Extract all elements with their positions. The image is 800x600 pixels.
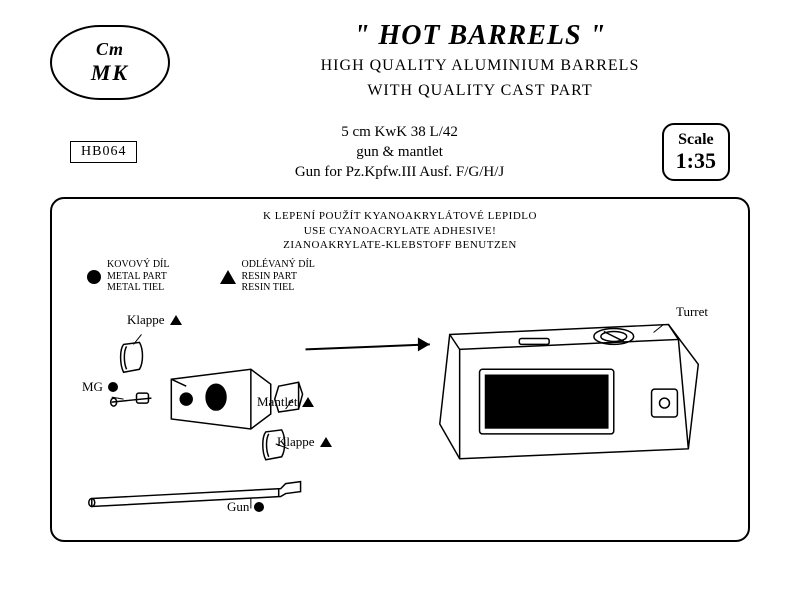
sku-box: HB064 [70, 141, 137, 163]
logo-top-text: Cm [96, 39, 124, 60]
resin-line1: ODLÉVANÝ DÍL [242, 259, 315, 271]
subtitle-line2: WITH QUALITY CAST PART [210, 81, 750, 102]
metal-line3: METAL TIEL [107, 282, 170, 294]
metal-line2: METAL PART [107, 271, 170, 283]
scale-value: 1:35 [676, 149, 716, 173]
adhesive-line2: USE CYANOACRYLATE ADHESIVE! [72, 224, 728, 238]
adhesive-line3: ZIANOAKRYLATE-KLEBSTOFF BENUTZEN [72, 238, 728, 252]
adhesive-line1: K LEPENÍ POUŽÍT KYANOAKRYLÁTOVÉ LEPIDLO [72, 209, 728, 223]
legend-resin-text: ODLÉVANÝ DÍL RESIN PART RESIN TIEL [242, 259, 315, 294]
desc-line3: Gun for Pz.Kpfw.III Ausf. F/G/H/J [137, 162, 661, 182]
legend-row: KOVOVÝ DÍL METAL PART METAL TIEL ODLÉVAN… [87, 259, 315, 294]
resin-line3: RESIN TIEL [242, 282, 315, 294]
product-description: 5 cm KwK 38 L/42 gun & mantlet Gun for P… [137, 122, 661, 183]
subtitle-line1: HIGH QUALITY ALUMINIUM BARRELS [210, 56, 750, 77]
desc-line2: gun & mantlet [137, 142, 661, 162]
legend: KOVOVÝ DÍL METAL PART METAL TIEL ODLÉVAN… [87, 259, 315, 294]
legend-metal: KOVOVÝ DÍL METAL PART METAL TIEL [87, 259, 170, 294]
scale-box: Scale 1:35 [662, 123, 730, 181]
circle-icon [87, 270, 101, 284]
triangle-icon [220, 270, 236, 284]
header-row: Cm MK " HOT BARRELS " HIGH QUALITY ALUMI… [50, 20, 750, 102]
series-title: " HOT BARRELS " [210, 20, 750, 52]
info-row: HB064 5 cm KwK 38 L/42 gun & mantlet Gun… [50, 122, 750, 183]
metal-line1: KOVOVÝ DÍL [107, 259, 170, 271]
diagram-box: K LEPENÍ POUŽÍT KYANOAKRYLÁTOVÉ LEPIDLO … [50, 197, 750, 542]
page-container: Cm MK " HOT BARRELS " HIGH QUALITY ALUMI… [0, 0, 800, 600]
logo-bottom-text: MK [91, 60, 129, 86]
legend-resin: ODLÉVANÝ DÍL RESIN PART RESIN TIEL [220, 259, 315, 294]
header-text: " HOT BARRELS " HIGH QUALITY ALUMINIUM B… [210, 20, 750, 102]
desc-line1: 5 cm KwK 38 L/42 [137, 122, 661, 142]
legend-metal-text: KOVOVÝ DÍL METAL PART METAL TIEL [107, 259, 170, 294]
brand-logo: Cm MK [50, 25, 170, 100]
assembly-diagram [52, 294, 748, 544]
adhesive-note: K LEPENÍ POUŽÍT KYANOAKRYLÁTOVÉ LEPIDLO … [72, 209, 728, 252]
resin-line2: RESIN PART [242, 271, 315, 283]
scale-label: Scale [676, 131, 716, 149]
